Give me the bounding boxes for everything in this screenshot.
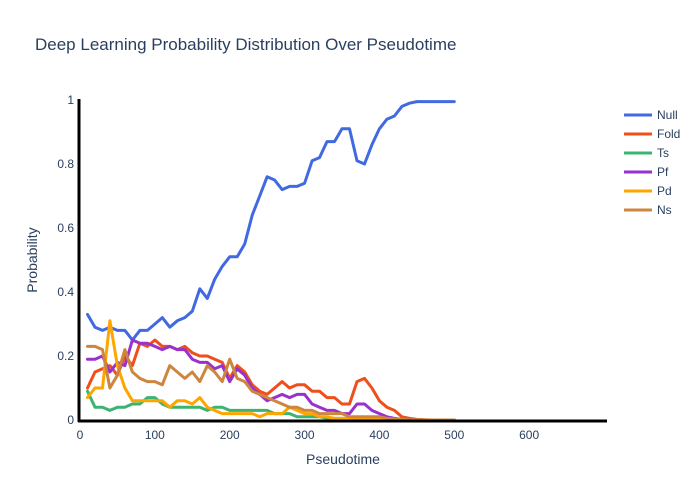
x-axis-title: Pseudotime xyxy=(306,451,380,467)
legend-item-fold[interactable]: Fold xyxy=(624,127,680,141)
y-tick-labels: 0 0.2 0.4 0.6 0.8 1 xyxy=(57,93,74,427)
series-line-null xyxy=(88,102,455,340)
legend-label: Null xyxy=(657,108,678,122)
y-tick-label: 0.6 xyxy=(57,221,74,235)
plot-lines xyxy=(88,102,455,420)
x-tick-labels: 0 100 200 300 400 500 600 xyxy=(77,428,540,442)
legend-item-pf[interactable]: Pf xyxy=(624,165,669,179)
legend-label: Ts xyxy=(657,146,669,160)
x-tick-label: 400 xyxy=(369,428,389,442)
series-line-pd xyxy=(88,321,455,420)
y-tick-label: 0.4 xyxy=(57,285,74,299)
x-tick-label: 600 xyxy=(519,428,539,442)
y-tick-label: 0 xyxy=(67,413,74,427)
chart-title: Deep Learning Probability Distribution O… xyxy=(35,35,456,54)
series-line-ns xyxy=(88,346,455,420)
x-tick-label: 0 xyxy=(77,428,84,442)
y-tick-label: 1 xyxy=(67,93,74,107)
x-tick-label: 200 xyxy=(220,428,240,442)
x-tick-label: 100 xyxy=(145,428,165,442)
legend-label: Pf xyxy=(657,165,669,179)
legend-label: Pd xyxy=(657,184,672,198)
legend-item-null[interactable]: Null xyxy=(624,108,678,122)
x-tick-label: 300 xyxy=(295,428,315,442)
legend-item-ts[interactable]: Ts xyxy=(624,146,669,160)
legend[interactable]: Null Fold Ts Pf Pd Ns xyxy=(624,108,680,217)
x-tick-label: 500 xyxy=(444,428,464,442)
legend-label: Ns xyxy=(657,203,672,217)
y-axis-title: Probability xyxy=(24,227,40,292)
legend-item-pd[interactable]: Pd xyxy=(624,184,672,198)
y-tick-label: 0.8 xyxy=(57,157,74,171)
y-tick-label: 0.2 xyxy=(57,349,74,363)
legend-label: Fold xyxy=(657,127,680,141)
legend-item-ns[interactable]: Ns xyxy=(624,203,672,217)
axes xyxy=(78,99,607,422)
